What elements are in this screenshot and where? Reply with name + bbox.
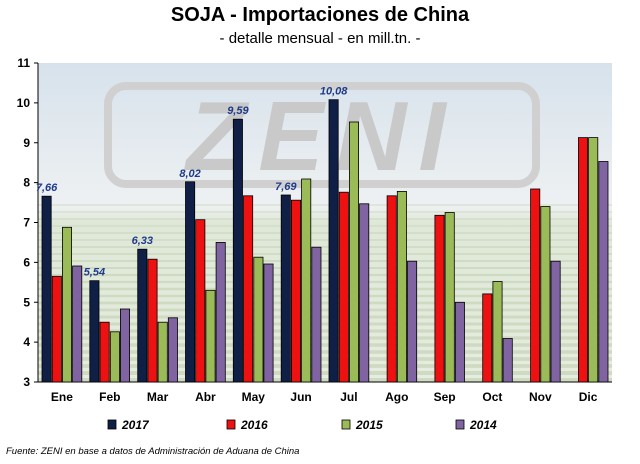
- y-tick-label: 9: [23, 136, 30, 150]
- bar-2015-feb: [109, 331, 120, 383]
- bar-2015-abr: [205, 289, 216, 383]
- bar-2016-mar: [147, 258, 158, 383]
- bar-2014-feb: [120, 308, 131, 383]
- x-axis: Ene Feb Mar Abr May Jun Jul Ago Sep Oct Nov Dic: [51, 390, 598, 404]
- bar-2015-dic: [588, 137, 599, 383]
- bar-2016-ago: [386, 195, 397, 383]
- x-tick-label: May: [242, 390, 266, 404]
- bar-2017-jul: [328, 99, 339, 383]
- x-tick-label: Jun: [290, 390, 311, 404]
- legend-label-2017: 2017: [121, 418, 150, 432]
- data-label-2017-abr: 8,02: [179, 168, 200, 180]
- x-tick-label: Sep: [434, 390, 456, 404]
- x-tick-label: Dic: [579, 390, 598, 404]
- bar-2016-abr: [195, 219, 206, 383]
- bar-2014-ene: [72, 265, 83, 383]
- zeni-watermark: ZENI: [104, 81, 540, 191]
- bar-2014-sep: [454, 301, 465, 383]
- bar-2017-feb: [89, 280, 100, 383]
- x-tick-label: Oct: [482, 390, 502, 404]
- bar-2015-ene: [62, 226, 73, 383]
- y-tick-label: 6: [23, 255, 30, 269]
- x-tick-label: Nov: [529, 390, 552, 404]
- bar-2015-jun: [301, 178, 312, 383]
- bar-2016-feb: [99, 321, 110, 383]
- bar-2015-sep: [444, 212, 455, 383]
- data-label-2017-may: 9,59: [227, 105, 249, 117]
- bar-2016-jul: [338, 191, 349, 383]
- data-label-2017-jul: 10,08: [320, 86, 348, 98]
- legend-swatch-2016: [226, 419, 236, 430]
- chart-title: SOJA - Importaciones de China: [170, 4, 470, 26]
- bar-2015-ago: [396, 190, 407, 383]
- x-tick-label: Jul: [340, 390, 357, 404]
- bar-2016-dic: [578, 137, 589, 383]
- bar-2015-nov: [540, 206, 551, 383]
- bar-2014-abr: [215, 241, 226, 383]
- y-tick-label: 4: [23, 335, 30, 349]
- bar-2014-ago: [407, 260, 418, 383]
- legend-label-2016: 2016: [240, 418, 268, 432]
- bar-2014-jul: [359, 203, 370, 383]
- bar-2015-may: [253, 256, 264, 383]
- data-label-2017-mar: 6,33: [132, 235, 153, 247]
- y-tick-label: 7: [23, 216, 30, 230]
- bar-2015-oct: [492, 281, 503, 383]
- y-tick-label: 10: [17, 96, 31, 110]
- plot-area: [38, 63, 612, 382]
- bar-2015-mar: [157, 321, 168, 383]
- data-label-2017-feb: 5,54: [84, 267, 105, 279]
- bar-2016-sep: [434, 214, 445, 383]
- x-tick-label: Ago: [385, 390, 408, 404]
- bar-2015-jul: [348, 121, 359, 383]
- legend-label-2014: 2014: [469, 418, 497, 432]
- y-tick-label: 8: [23, 176, 30, 190]
- bar-2016-ene: [51, 275, 62, 383]
- watermark-frame: [104, 82, 540, 188]
- bar-2014-jun: [311, 246, 322, 383]
- x-tick-label: Ene: [51, 390, 73, 404]
- bar-2017-abr: [185, 181, 196, 383]
- y-tick-label: 11: [17, 56, 30, 70]
- legend-swatch-2015: [341, 419, 351, 430]
- data-label-2017-ene: 7,66: [36, 182, 58, 194]
- bar-2017-mar: [137, 248, 148, 383]
- y-tick-label: 5: [23, 295, 30, 309]
- chart-subtitle: - detalle mensual - en mill.tn. -: [219, 30, 421, 47]
- legend-swatch-2014: [455, 419, 465, 430]
- x-tick-label: Feb: [99, 390, 120, 404]
- bar-2014-nov: [550, 260, 561, 383]
- legend: 2017 2016 2015 2014: [107, 418, 497, 432]
- data-labels: 7,66 5,54 6,33 8,02 9,59 7,69 10,08: [36, 86, 348, 279]
- legend-swatch-2017: [107, 419, 117, 430]
- bar-2016-oct: [482, 293, 493, 383]
- bar-2016-may: [243, 195, 254, 383]
- bar-2016-jun: [290, 199, 301, 383]
- source-note: Fuente: ZENI en base a datos de Administ…: [6, 446, 300, 457]
- x-tick-label: Mar: [147, 390, 169, 404]
- bar-2014-mar: [167, 317, 178, 383]
- bar-2014-may: [263, 263, 274, 383]
- y-axis: 3 4 5 6 7 8 9 10 11: [17, 56, 612, 389]
- plot-background: [38, 63, 612, 382]
- data-label-2017-jun: 7,69: [275, 181, 297, 193]
- bar-2014-dic: [598, 161, 609, 383]
- y-tick-label: 3: [23, 375, 30, 389]
- x-tick-label: Abr: [195, 390, 216, 404]
- bar-2017-may: [232, 118, 243, 383]
- bars: [41, 99, 609, 383]
- watermark-text: ZENI: [183, 81, 457, 191]
- bar-2016-nov: [530, 188, 541, 383]
- bar-2017-ene: [41, 195, 52, 383]
- bar-2017-jun: [280, 194, 291, 383]
- bar-2014-oct: [502, 338, 513, 383]
- legend-label-2015: 2015: [355, 418, 383, 432]
